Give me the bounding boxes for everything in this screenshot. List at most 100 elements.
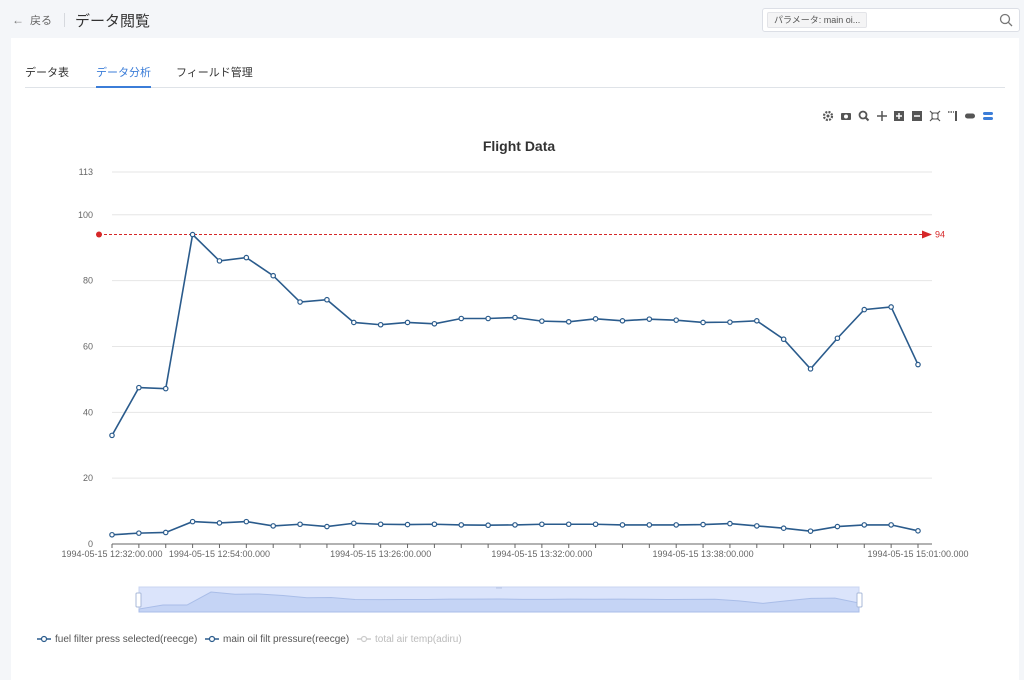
data-point[interactable]: [136, 384, 142, 391]
data-point[interactable]: [243, 518, 250, 525]
data-point[interactable]: [888, 304, 894, 310]
data-point[interactable]: [350, 520, 357, 527]
brush-icon[interactable]: [948, 111, 957, 121]
tab-data-analysis[interactable]: データ分析: [96, 64, 151, 88]
chart-series: [109, 231, 921, 538]
data-point[interactable]: [324, 523, 330, 530]
data-point[interactable]: [297, 299, 303, 305]
data-point[interactable]: [673, 522, 680, 528]
data-point[interactable]: [753, 317, 760, 324]
chart-legend[interactable]: fuel filter press selected(reecge) main o…: [37, 634, 462, 645]
page-title: データ閲覧: [75, 12, 151, 30]
data-point[interactable]: [458, 315, 465, 322]
data-point[interactable]: [512, 314, 518, 321]
data-point[interactable]: [565, 318, 572, 325]
search-tag[interactable]: パラメータ: main oi...: [767, 12, 868, 28]
gear-icon[interactable]: [822, 110, 834, 122]
data-point[interactable]: [216, 520, 223, 526]
data-point[interactable]: [539, 521, 545, 528]
back-button[interactable]: ← 戻る: [12, 12, 52, 28]
data-point[interactable]: [565, 521, 572, 528]
zoom-icon[interactable]: [858, 110, 870, 122]
data-point[interactable]: [673, 317, 680, 323]
data-point[interactable]: [512, 522, 518, 528]
legend-item-2[interactable]: total air temp(adiru): [357, 634, 462, 645]
legend-item-0[interactable]: fuel filter press selected(reecge): [37, 634, 197, 645]
data-point[interactable]: [807, 366, 814, 372]
data-point[interactable]: [404, 319, 411, 326]
data-point[interactable]: [162, 385, 169, 392]
data-point[interactable]: [243, 254, 250, 261]
data-point[interactable]: [834, 335, 841, 342]
legend-item-1[interactable]: main oil filt pressure(reecge): [205, 634, 349, 645]
data-point[interactable]: [404, 521, 411, 528]
data-point[interactable]: [324, 296, 330, 303]
move-icon[interactable]: [877, 111, 887, 121]
layers-icon[interactable]: [983, 112, 993, 120]
data-point[interactable]: [216, 258, 223, 264]
data-point[interactable]: [700, 521, 706, 528]
plus-square-icon[interactable]: [894, 111, 904, 121]
legend-label: fuel filter press selected(reecge): [55, 634, 197, 645]
series-0: [109, 518, 921, 538]
x-tick-label: 1994-05-15 12:32:00.000: [61, 549, 162, 559]
data-point[interactable]: [915, 361, 921, 368]
series-line: [111, 232, 919, 436]
data-point[interactable]: [431, 320, 438, 327]
zoom-handle-right[interactable]: [856, 592, 863, 608]
minus-square-icon[interactable]: [912, 111, 922, 121]
data-point[interactable]: [485, 315, 491, 322]
data-point[interactable]: [270, 272, 277, 279]
data-point[interactable]: [189, 518, 196, 525]
data-point[interactable]: [646, 522, 653, 528]
data-point[interactable]: [270, 523, 277, 529]
data-zoom-slider[interactable]: [135, 586, 863, 613]
data-point[interactable]: [700, 319, 706, 326]
data-point[interactable]: [109, 531, 115, 538]
markline-start-point: [96, 231, 102, 238]
zoom-handle-left[interactable]: [135, 592, 142, 608]
series-1: [109, 231, 921, 439]
data-point[interactable]: [136, 530, 142, 536]
data-point[interactable]: [485, 522, 491, 529]
tab-data-table[interactable]: データ表: [25, 67, 69, 79]
content-panel: データ表 データ分析 フィールド管理: [11, 38, 1019, 680]
data-point[interactable]: [646, 316, 653, 322]
camera-icon[interactable]: [841, 113, 851, 120]
data-point[interactable]: [377, 521, 384, 528]
data-point[interactable]: [780, 336, 787, 343]
data-point[interactable]: [539, 318, 545, 324]
data-point[interactable]: [109, 432, 115, 439]
parameter-search-input[interactable]: パラメータ: main oi...: [762, 8, 1020, 32]
data-point[interactable]: [834, 523, 841, 530]
chart-grid: [112, 171, 932, 479]
tab-field-management[interactable]: フィールド管理: [176, 67, 253, 79]
zoom-preview-area: [138, 591, 860, 613]
data-point[interactable]: [377, 321, 384, 328]
markline-label: 94: [935, 230, 945, 240]
data-point[interactable]: [727, 319, 733, 325]
data-point[interactable]: [431, 521, 438, 528]
y-tick-label: 100: [78, 210, 93, 220]
data-point[interactable]: [861, 522, 868, 528]
fullscreen-icon[interactable]: [929, 110, 941, 122]
data-point[interactable]: [619, 317, 626, 324]
data-point[interactable]: [780, 525, 787, 531]
data-point[interactable]: [888, 522, 894, 528]
data-point[interactable]: [915, 528, 921, 534]
search-icon[interactable]: [999, 13, 1013, 27]
data-point[interactable]: [753, 523, 760, 529]
data-point[interactable]: [189, 231, 196, 238]
data-point[interactable]: [350, 319, 357, 326]
data-point[interactable]: [861, 306, 868, 313]
data-point[interactable]: [592, 316, 599, 322]
data-point[interactable]: [619, 522, 626, 528]
data-point[interactable]: [727, 520, 733, 527]
data-point[interactable]: [807, 528, 814, 534]
data-point[interactable]: [592, 521, 599, 528]
data-point[interactable]: [458, 522, 465, 528]
data-point[interactable]: [162, 529, 169, 536]
eraser-icon[interactable]: [965, 113, 975, 119]
data-point[interactable]: [297, 521, 303, 528]
